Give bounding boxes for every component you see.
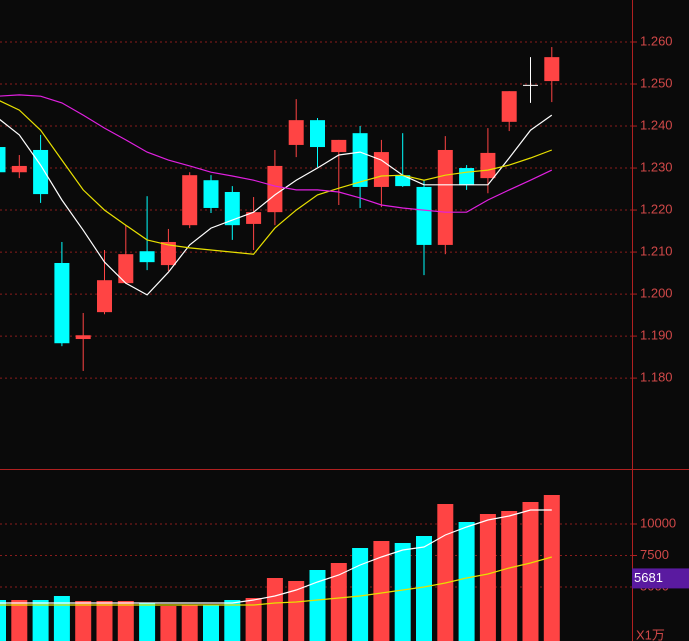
volume-bar [139,603,156,641]
y-tick-label: 1.240 [640,117,673,132]
candle-body [501,91,517,122]
candle-body [75,335,91,340]
y-tick-label: 1.260 [640,33,673,48]
candle-body [288,120,304,145]
candle-body [33,149,49,195]
moving-average-line [0,114,553,296]
volume-bar [266,578,283,641]
candle-body [97,280,112,313]
candle-body [480,152,496,179]
candle-body [310,120,325,148]
candle-body [118,254,134,284]
volume-bar [330,562,347,641]
volume-bar [117,600,134,641]
moving-average-line [0,556,552,606]
candle-body [523,84,538,86]
candle-body [11,165,27,173]
volume-bar [458,521,475,641]
volume-bar [373,540,390,641]
y-tick-label: 1.190 [640,328,673,343]
volume-bar [181,605,198,641]
candle-body [437,149,453,245]
candle-body [182,175,198,226]
volume-bar [53,595,70,641]
volume-bar [96,600,113,641]
volume-bar [245,597,262,641]
volume-bar [75,600,92,641]
moving-average-line [0,509,552,604]
volume-bar [437,504,454,641]
moving-average-line [0,100,553,255]
volume-bar [479,513,496,641]
value-tag-box [632,568,689,589]
volume-bar [160,605,177,641]
volume-bar [352,548,369,641]
candle-body [0,147,6,173]
volume-bar [32,600,49,641]
moving-average-line [0,94,553,213]
y-tick-label: 1.220 [640,201,673,216]
volume-bar [0,600,6,641]
candle-body [544,57,560,82]
candle-body [395,175,411,187]
volume-bar [224,600,241,641]
candle-body [246,212,262,224]
candle-body [54,262,70,344]
volume-bar [543,494,560,641]
volume-bar [11,600,28,641]
volume-bar [522,502,539,641]
y-tick-label: 10000 [640,515,676,530]
value-tag: 5681 [634,570,663,585]
y-tick-label: 7500 [640,547,669,562]
candle-body [267,165,283,213]
unit-label: X1万 [636,627,665,641]
candle-body [352,133,368,187]
volume-bar [416,535,432,641]
candle-body [160,241,176,266]
candle-body [459,168,475,185]
candle-body [331,139,347,153]
candle-body [416,186,432,245]
y-tick-label: 1.180 [640,370,673,385]
candle-body [224,191,240,226]
y-tick-label: 1.200 [640,286,673,301]
y-tick-label: 1.230 [640,159,673,174]
volume-bar [203,605,219,641]
y-tick-label: 1.250 [640,75,673,90]
volume-bar [288,581,305,641]
candle-body [373,152,389,187]
volume-bar [501,510,518,641]
volume-bar [394,543,411,641]
candle-body [139,251,155,263]
candle-body [203,180,219,208]
volume-bar [309,570,326,641]
y-tick-label: 1.210 [640,244,673,259]
